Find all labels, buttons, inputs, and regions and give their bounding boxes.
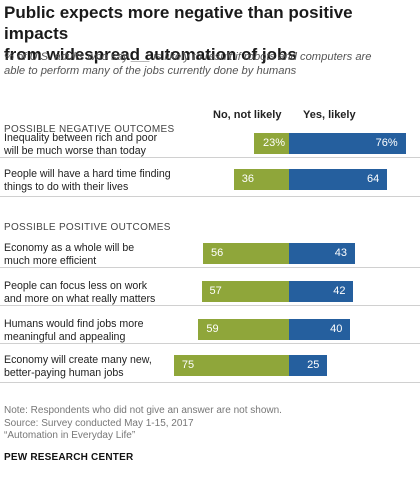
legend-no: No, not likely [213, 109, 282, 121]
bar-no: 36 [233, 169, 289, 190]
row-divider [0, 305, 420, 306]
bar-no-label: 57 [209, 285, 222, 297]
notes: Note: Respondents who did not give an an… [4, 405, 282, 443]
report-title: “Automation in Everyday Life” [4, 430, 136, 441]
title-line-1: Public expects more negative than positi… [4, 3, 353, 43]
row-divider [0, 267, 420, 268]
row-label-line: much more efficient [4, 255, 97, 267]
bar-yes-label: 76% [375, 137, 398, 149]
row-label: Economy will create many new, better-payi… [4, 354, 179, 380]
bar-yes: 42 [289, 281, 354, 302]
row-label-line: will be much worse than today [4, 145, 146, 157]
bar-no-label: 23% [262, 137, 285, 149]
bar-yes: 43 [289, 243, 355, 264]
source-text: Source: Survey conducted May 1-15, 2017 [4, 417, 194, 429]
subtitle-line-1: % of U.S. adults who say ___ is likely t… [4, 51, 372, 63]
bar-no: 59 [198, 319, 289, 340]
row-label-line: Economy as a whole will be [4, 242, 135, 254]
subtitle-line-2: able to perform many of the jobs current… [4, 65, 297, 77]
bar-no-label: 75 [181, 359, 195, 371]
bar-no: 56 [203, 243, 289, 264]
row-label-line: Economy will create many new, [4, 354, 152, 366]
bar-yes: 25 [289, 355, 328, 376]
bar-yes-label: 42 [333, 285, 346, 297]
legend-yes: Yes, likely [303, 109, 356, 121]
bar-yes-label: 40 [330, 323, 343, 335]
row-label-line: People will have a hard time finding [4, 168, 171, 180]
bar-no-label: 59 [206, 323, 219, 335]
organization-name: PEW RESEARCH CENTER [4, 452, 134, 463]
bar-no-label: 56 [211, 247, 224, 259]
section-label: POSSIBLE POSITIVE OUTCOMES [4, 222, 171, 233]
row-label-line: things to do with their lives [4, 181, 129, 193]
row-label-line: meaningful and appealing [4, 331, 126, 343]
chart-title: Public expects more negative than positi… [4, 2, 414, 65]
row-label-line: Humans would find jobs more [4, 318, 144, 330]
row-divider [0, 343, 420, 344]
bar-no: 75 [173, 355, 289, 376]
row-label: People will have a hard time finding thin… [4, 168, 179, 194]
bar-yes-label: 25 [307, 359, 320, 371]
chart-subtitle: % of U.S. adults who say ___ is likely t… [4, 50, 416, 78]
bar-yes: 40 [289, 319, 351, 340]
row-divider [0, 157, 420, 158]
row-label: Economy as a whole will be much more effi… [4, 242, 179, 268]
bar-no: 57 [201, 281, 289, 302]
row-label: Humans would find jobs more meaningful an… [4, 318, 179, 344]
row-label: People can focus less on work and more on… [4, 280, 179, 306]
row-label-line: and more on what really matters [4, 293, 156, 305]
row-label-line: better-paying human jobs [4, 367, 124, 379]
bar-yes: 64 [289, 169, 388, 190]
bar-no: 23% [253, 133, 289, 154]
bar-yes: 76% [289, 133, 406, 154]
row-divider [0, 196, 420, 197]
note-text: Note: Respondents who did not give an an… [4, 405, 282, 416]
bar-no-label: 36 [241, 173, 254, 185]
title-line-2: from widespread automation of jobs [4, 45, 297, 64]
row-label-line: Inequality between rich and poor [4, 132, 158, 144]
bar-yes-label: 64 [366, 173, 380, 185]
row-label-line: People can focus less on work [4, 280, 148, 292]
section-label: POSSIBLE NEGATIVE OUTCOMES [4, 124, 175, 135]
row-divider [0, 382, 420, 383]
bar-yes-label: 43 [334, 247, 347, 259]
row-label: Inequality between rich and poor will be … [4, 132, 179, 158]
